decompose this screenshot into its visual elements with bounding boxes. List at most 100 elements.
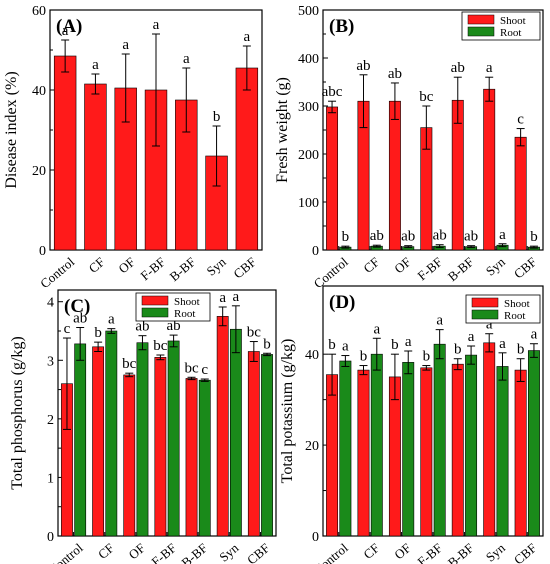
y-axis-label: Fresh weight (g)	[274, 77, 291, 183]
bar-root	[74, 343, 87, 537]
bar-shoot	[247, 351, 260, 537]
legend-swatch	[141, 307, 169, 318]
significance-letter: ab	[433, 228, 447, 244]
x-tick-label: CF	[360, 540, 382, 562]
y-axis-label: Total potassium (g/kg)	[279, 339, 296, 484]
x-tick-label: CF	[360, 254, 382, 276]
bar-shoot	[514, 136, 527, 251]
bar-shoot	[123, 374, 136, 537]
x-tick-label: CBF	[511, 254, 539, 281]
significance-letter: bc	[122, 356, 137, 372]
significance-letter: bc	[153, 338, 168, 354]
y-tick-label: 40	[305, 348, 319, 363]
significance-letter: ab	[135, 319, 149, 335]
legend-label: Root	[174, 308, 195, 320]
bar-shoot	[514, 369, 527, 537]
bar-root	[261, 354, 273, 537]
significance-letter: ab	[464, 229, 478, 245]
x-tick-label: B-BF	[445, 254, 477, 284]
significance-letter: a	[183, 51, 190, 67]
bar-root	[198, 379, 211, 537]
bar-shoot	[216, 316, 229, 537]
legend-label: Shoot	[174, 296, 200, 308]
bar-root	[433, 343, 446, 537]
significance-letter: a	[244, 29, 251, 45]
x-tick-label: CF	[86, 254, 108, 276]
significance-letter: a	[342, 339, 349, 355]
y-tick-label: 20	[305, 439, 319, 454]
y-tick-label: 40	[32, 84, 46, 99]
bar-shoot	[154, 357, 167, 537]
x-tick-label: F-BF	[414, 540, 445, 564]
y-tick-label: 3	[47, 354, 54, 369]
significance-letter: ab	[370, 228, 384, 244]
bar-shoot	[483, 88, 496, 251]
significance-letter: b	[517, 342, 525, 358]
y-tick-label: 0	[312, 530, 319, 545]
significance-letter: c	[201, 362, 208, 378]
significance-letter: a	[92, 57, 99, 73]
bar-shoot	[326, 374, 339, 537]
panel-label: (B)	[329, 16, 354, 37]
significance-letter: ab	[73, 310, 87, 326]
bar	[84, 83, 107, 251]
y-tick-label: 1	[47, 471, 54, 486]
y-tick-label: 200	[298, 148, 319, 163]
significance-letter: a	[499, 227, 506, 243]
y-axis-label: Disease index (%)	[3, 71, 20, 188]
plot-frame	[322, 9, 544, 251]
significance-letter: a	[233, 289, 240, 305]
y-tick-label: 400	[298, 52, 319, 67]
x-tick-label: Syn	[483, 540, 509, 564]
y-tick-label: 500	[298, 4, 319, 19]
bar-root	[527, 350, 540, 537]
bar-shoot	[357, 369, 370, 537]
y-axis-label: Total phosphorus (g/kg)	[9, 336, 26, 490]
significance-letter: c	[517, 112, 524, 128]
x-tick-label: OF	[391, 254, 413, 276]
legend-swatch	[467, 26, 495, 37]
significance-letter: a	[486, 60, 493, 76]
significance-letter: a	[405, 334, 412, 350]
legend-swatch	[467, 14, 495, 25]
significance-letter: a	[468, 329, 475, 345]
x-tick-label: OF	[115, 254, 137, 276]
y-tick-label: 0	[47, 530, 54, 545]
significance-letter: a	[122, 37, 129, 53]
significance-letter: c	[64, 321, 71, 337]
bar-shoot	[451, 363, 464, 537]
x-tick-label: Control	[37, 254, 77, 291]
significance-letter: abc	[322, 84, 343, 100]
bar-root	[136, 342, 149, 537]
plot-frame	[322, 285, 544, 537]
x-tick-label: CBF	[244, 540, 272, 564]
legend-label: Root	[500, 27, 521, 39]
y-tick-label: 0	[312, 244, 319, 259]
x-tick-label: CBF	[230, 254, 258, 281]
significance-letter: b	[454, 342, 462, 358]
y-tick-label: 20	[32, 164, 46, 179]
bar	[235, 67, 259, 251]
y-tick-label: 4	[47, 296, 54, 311]
significance-letter: b	[391, 337, 399, 353]
significance-letter: ab	[167, 318, 181, 334]
bar-shoot	[388, 100, 401, 251]
bar-shoot	[388, 376, 401, 537]
y-tick-label: 2	[47, 413, 54, 428]
significance-letter: a	[436, 313, 443, 329]
bar-shoot	[326, 106, 339, 251]
y-tick-label: 60	[32, 4, 46, 19]
significance-letter: b	[94, 325, 102, 341]
y-tick-label: 0	[39, 244, 46, 259]
significance-letter: a	[62, 23, 69, 39]
x-tick-label: B-BF	[178, 540, 210, 564]
significance-letter: ab	[356, 58, 370, 74]
bar-shoot	[92, 346, 105, 537]
bar-root	[465, 354, 478, 537]
bar-shoot	[420, 367, 433, 537]
significance-letter: b	[213, 109, 221, 125]
x-tick-label: B-BF	[445, 540, 477, 564]
bar-root	[402, 362, 415, 537]
significance-letter: bc	[419, 89, 434, 105]
